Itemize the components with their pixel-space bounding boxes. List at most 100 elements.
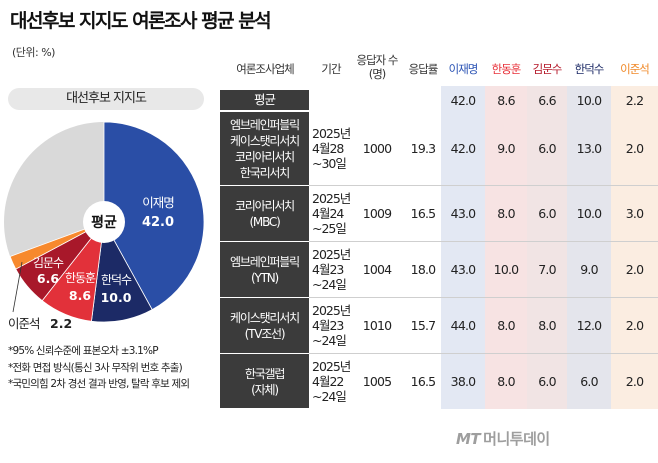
average-ljs: 2.2 <box>625 93 644 108</box>
header-period: 기간 <box>321 62 341 76</box>
period-line: 4월24 <box>312 206 344 221</box>
period-line: ~24일 <box>312 277 347 292</box>
pollster-cell-bg <box>220 112 309 185</box>
cell-sample: 1005 <box>362 373 392 389</box>
pie-center-hole <box>83 201 125 243</box>
pie-slice-ljs <box>9 221 105 270</box>
header-han: 한동훈 <box>491 62 522 76</box>
pie-label-ljs: 이준석 <box>8 316 40 331</box>
header-ljs: 이준석 <box>620 62 650 76</box>
cell-lee: 38.0 <box>450 373 476 389</box>
row-separator <box>309 241 658 242</box>
header-sample: 응답자 수 (명) <box>349 53 405 81</box>
period-line: 2025년 <box>312 247 351 262</box>
row-separator <box>309 353 658 354</box>
period-line: ~24일 <box>312 333 347 348</box>
cell-sample: 1009 <box>362 206 392 221</box>
pie-chart: 평균 이재명 42.0 한덕수 10.0 한동훈 8.6 김문수 6.6 이준석… <box>4 121 205 331</box>
cell-rate: 16.5 <box>410 206 436 221</box>
pollster-name: 코리아리서치 (MBC) <box>220 198 309 230</box>
cell-han: 10.0 <box>493 262 519 277</box>
pollster-line: 한국갤럽 <box>244 366 286 381</box>
pollster-name: 한국갤럽 (자체) <box>220 366 309 398</box>
average-han: 8.6 <box>497 93 515 108</box>
header-pollster: 여론조사업체 <box>236 62 294 76</box>
cell-sample: 1000 <box>362 141 392 156</box>
pollster-line: (TV조선) <box>244 327 286 341</box>
period-cell: 2025년 4월23 ~24일 <box>309 303 353 348</box>
period-line: 2025년 <box>312 191 351 206</box>
period-cell: 2025년 4월23 ~24일 <box>309 247 353 292</box>
pie-center-label: 평균 <box>91 214 117 231</box>
pollster-name: 엠브레인퍼블릭 (YTN) <box>220 254 309 286</box>
pollster-name: 케이스탯리서치 (TV조선) <box>220 310 309 342</box>
cell-hdk: 6.0 <box>580 373 598 389</box>
pollster-line: 엠브레인퍼블릭 <box>230 255 300 269</box>
band-lee <box>441 86 485 409</box>
period-line: 4월28 <box>312 141 344 156</box>
average-lee: 42.0 <box>450 93 476 108</box>
pie-label-hdk: 한덕수 <box>101 273 132 287</box>
cell-han: 8.0 <box>497 318 515 333</box>
period-cell: 2025년 4월28 ~30일 <box>309 126 353 171</box>
period-line: ~30일 <box>312 156 347 171</box>
pollster-line: 케이스탯리서치 <box>230 311 300 325</box>
pie-value-kim: 6.6 <box>37 271 59 286</box>
cell-ljs: 2.0 <box>625 141 644 156</box>
period-line: 2025년 <box>312 303 351 318</box>
pie-value-hdk: 10.0 <box>101 290 132 305</box>
page-title: 대선후보 지지도 여론조사 평균 분석 <box>10 10 272 32</box>
footnote: *전화 면접 방식(통신 3사 무작위 번호 추출) <box>8 361 183 374</box>
period-line: ~25일 <box>312 221 347 236</box>
pollster-line: 케이스탯리서치 <box>230 134 300 148</box>
cell-sample: 1004 <box>362 262 392 277</box>
cell-rate: 15.7 <box>410 318 436 333</box>
pollster-line: 엠브레인퍼블릭 <box>230 118 300 132</box>
cell-ljs: 3.0 <box>625 206 644 221</box>
footnote: *95% 신뢰수준에 표본오차 ±3.1%P <box>8 345 159 357</box>
header-sample-line1: 응답자 수 <box>356 53 399 67</box>
pie-value-lee: 42.0 <box>142 215 174 230</box>
average-hdk: 10.0 <box>576 93 602 108</box>
pollster-cell-bg <box>220 242 309 297</box>
cell-ljs: 2.0 <box>625 262 644 277</box>
footnotes: *95% 신뢰수준에 표본오차 ±3.1%P *전화 면접 방식(통신 3사 무… <box>8 343 190 393</box>
cell-kim: 6.0 <box>538 206 556 221</box>
header-lee: 이재명 <box>448 62 479 76</box>
period-line: ~24일 <box>312 388 347 404</box>
pollster-cell-bg <box>220 354 309 408</box>
header-rate: 응답률 <box>408 62 439 76</box>
pollster-cell-bg <box>220 186 309 241</box>
band-hdk <box>567 86 611 409</box>
band-kim <box>527 86 567 409</box>
footnote: *국민의힘 2차 경선 결과 반영, 탈락 후보 제외 <box>8 378 190 390</box>
row-separator <box>309 297 658 298</box>
pollster-cell-bg <box>220 298 309 353</box>
band-han <box>485 86 527 409</box>
period-line: 2025년 <box>312 126 351 141</box>
pie-title: 대선후보 지지도 <box>8 88 204 110</box>
pie-label-han: 한동훈 <box>65 271 96 285</box>
watermark: MT 머니투데이 <box>456 428 550 449</box>
cell-han: 9.0 <box>497 141 515 156</box>
cell-sample: 1010 <box>362 318 392 333</box>
period-line: 2025년 <box>312 358 351 374</box>
average-label: 평균 <box>220 90 309 110</box>
average-kim: 6.6 <box>538 93 556 108</box>
pollster-line: 한국리서치 <box>239 166 290 180</box>
watermark-mt: MT <box>456 430 481 448</box>
cell-han: 8.0 <box>497 206 515 221</box>
cell-kim: 6.0 <box>538 141 556 156</box>
period-line: 4월23 <box>312 262 344 277</box>
cell-lee: 44.0 <box>450 318 476 333</box>
unit-label: (단위: %) <box>12 46 55 59</box>
cell-han: 8.0 <box>497 373 515 389</box>
pollster-name: 엠브레인퍼블릭 케이스탯리서치 코리아리서치 한국리서치 <box>220 117 309 181</box>
cell-hdk: 9.0 <box>580 262 598 277</box>
watermark-name: 머니투데이 <box>483 430 550 448</box>
cell-rate: 19.3 <box>410 141 436 156</box>
cell-hdk: 10.0 <box>576 206 602 221</box>
period-line: 4월22 <box>312 373 344 389</box>
cell-hdk: 13.0 <box>576 141 602 156</box>
period-cell: 2025년 4월24 ~25일 <box>309 191 353 236</box>
